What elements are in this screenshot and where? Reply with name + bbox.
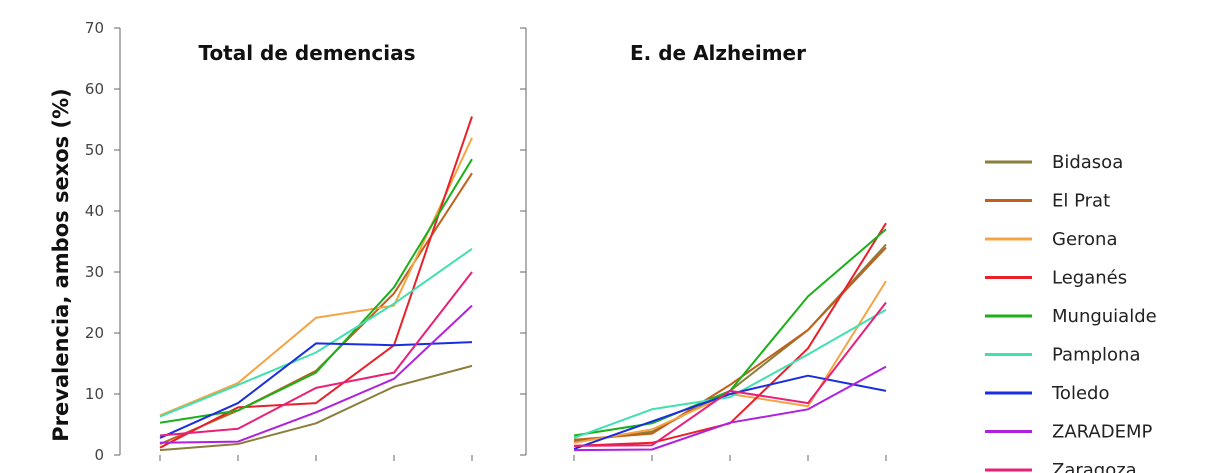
series-line-1-leganés: [573, 222, 887, 447]
legend-label-gerona: Gerona: [1052, 229, 1117, 250]
series-line-0-zarademp: [159, 304, 473, 444]
panel-title-alzheimer: E. de Alzheimer: [630, 41, 806, 65]
legend-label-toledo: Toledo: [1051, 383, 1109, 404]
legend-label-zarademp: ZARADEMP: [1052, 422, 1152, 443]
legend-label-pamplona: Pamplona: [1052, 345, 1141, 366]
axes-layer: 0 10 20 30 40 50 60 70: [85, 19, 887, 464]
y-tick-label-70: 70: [85, 19, 104, 37]
series-line-1-munguialde: [573, 228, 887, 437]
legend-label-munguialde: Munguialde: [1052, 306, 1157, 327]
panel-title-total: Total de demencias: [198, 41, 415, 65]
y-tick-label-50: 50: [85, 141, 104, 159]
series-line-0-munguialde: [159, 158, 473, 424]
series-line-0-bidasoa: [159, 364, 473, 452]
legend-label-el prat: El Prat: [1052, 191, 1110, 212]
y-tick-label-40: 40: [85, 202, 104, 220]
y-tick-label-10: 10: [85, 385, 104, 403]
y-tick-label-20: 20: [85, 324, 104, 342]
series-line-1-el prat: [573, 246, 887, 441]
legend-label-bidasoa: Bidasoa: [1052, 152, 1123, 173]
series-line-0-leganés: [159, 116, 473, 449]
series-line-1-zaragoza: [573, 301, 887, 447]
series-line-1-zarademp: [573, 365, 887, 452]
legend-label-zaragoza: Zaragoza: [1052, 460, 1137, 473]
text-layer: Total de demencias E. de Alzheimer Preva…: [49, 41, 806, 442]
y-tick-label-0: 0: [94, 446, 104, 464]
series-layer: [159, 116, 887, 452]
series-line-0-zaragoza: [159, 271, 473, 437]
series-line-1-toledo: [573, 374, 887, 450]
series-line-1-pamplona: [573, 308, 887, 439]
y-tick-label-60: 60: [85, 80, 104, 98]
legend-label-leganés: Leganés: [1052, 268, 1127, 289]
series-line-0-toledo: [159, 341, 473, 439]
series-line-0-gerona: [159, 137, 473, 417]
series-line-1-bidasoa: [573, 243, 887, 443]
series-line-0-pamplona: [159, 247, 473, 418]
y-axis-label: Prevalencia, ambos sexos (%): [49, 88, 73, 441]
y-tick-label-30: 30: [85, 263, 104, 281]
legend: Bidasoa El Prat Gerona Leganés Munguialde Pam…: [985, 152, 1157, 473]
